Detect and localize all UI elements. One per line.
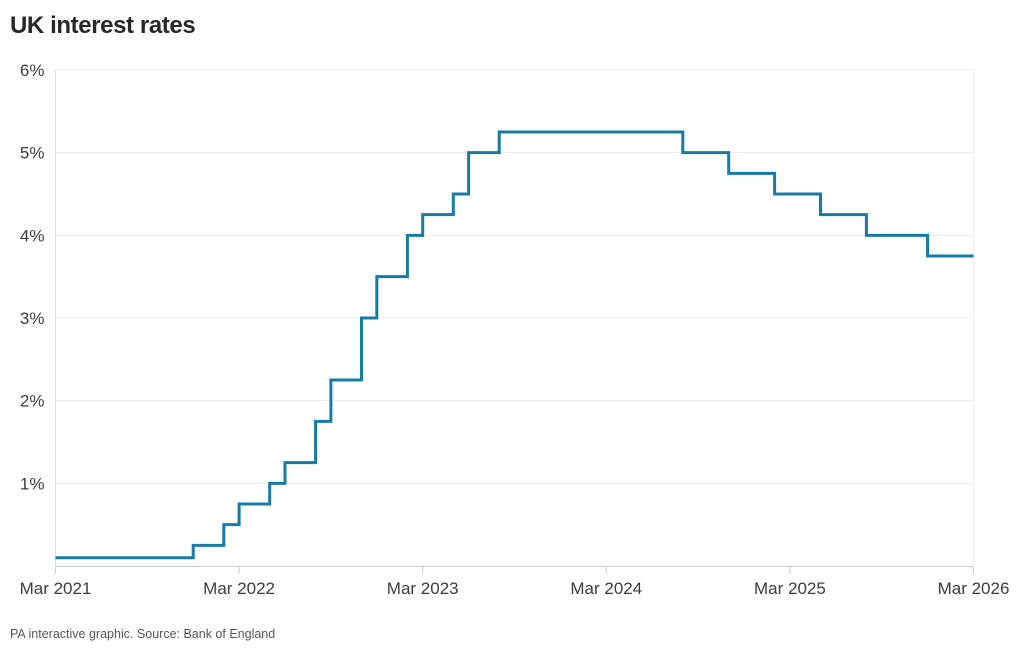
y-axis-label: 2% [20,392,45,411]
x-axis-label: Mar 2025 [754,579,826,598]
x-axis-label: Mar 2024 [570,579,642,598]
x-axis-label: Mar 2021 [20,579,92,598]
y-axis-label: 3% [20,309,45,328]
x-axis-label: Mar 2022 [203,579,275,598]
chart-title: UK interest rates [10,12,196,39]
y-axis-label: 4% [20,226,45,245]
x-axis-label: Mar 2026 [938,579,1010,598]
x-axis-label: Mar 2023 [387,579,459,598]
y-axis-label: 1% [20,474,45,493]
y-axis-label: 6% [20,61,45,80]
y-axis-label: 5% [20,144,45,163]
rate-step-line[interactable] [55,130,974,560]
source-caption: PA interactive graphic. Source: Bank of … [10,627,276,641]
